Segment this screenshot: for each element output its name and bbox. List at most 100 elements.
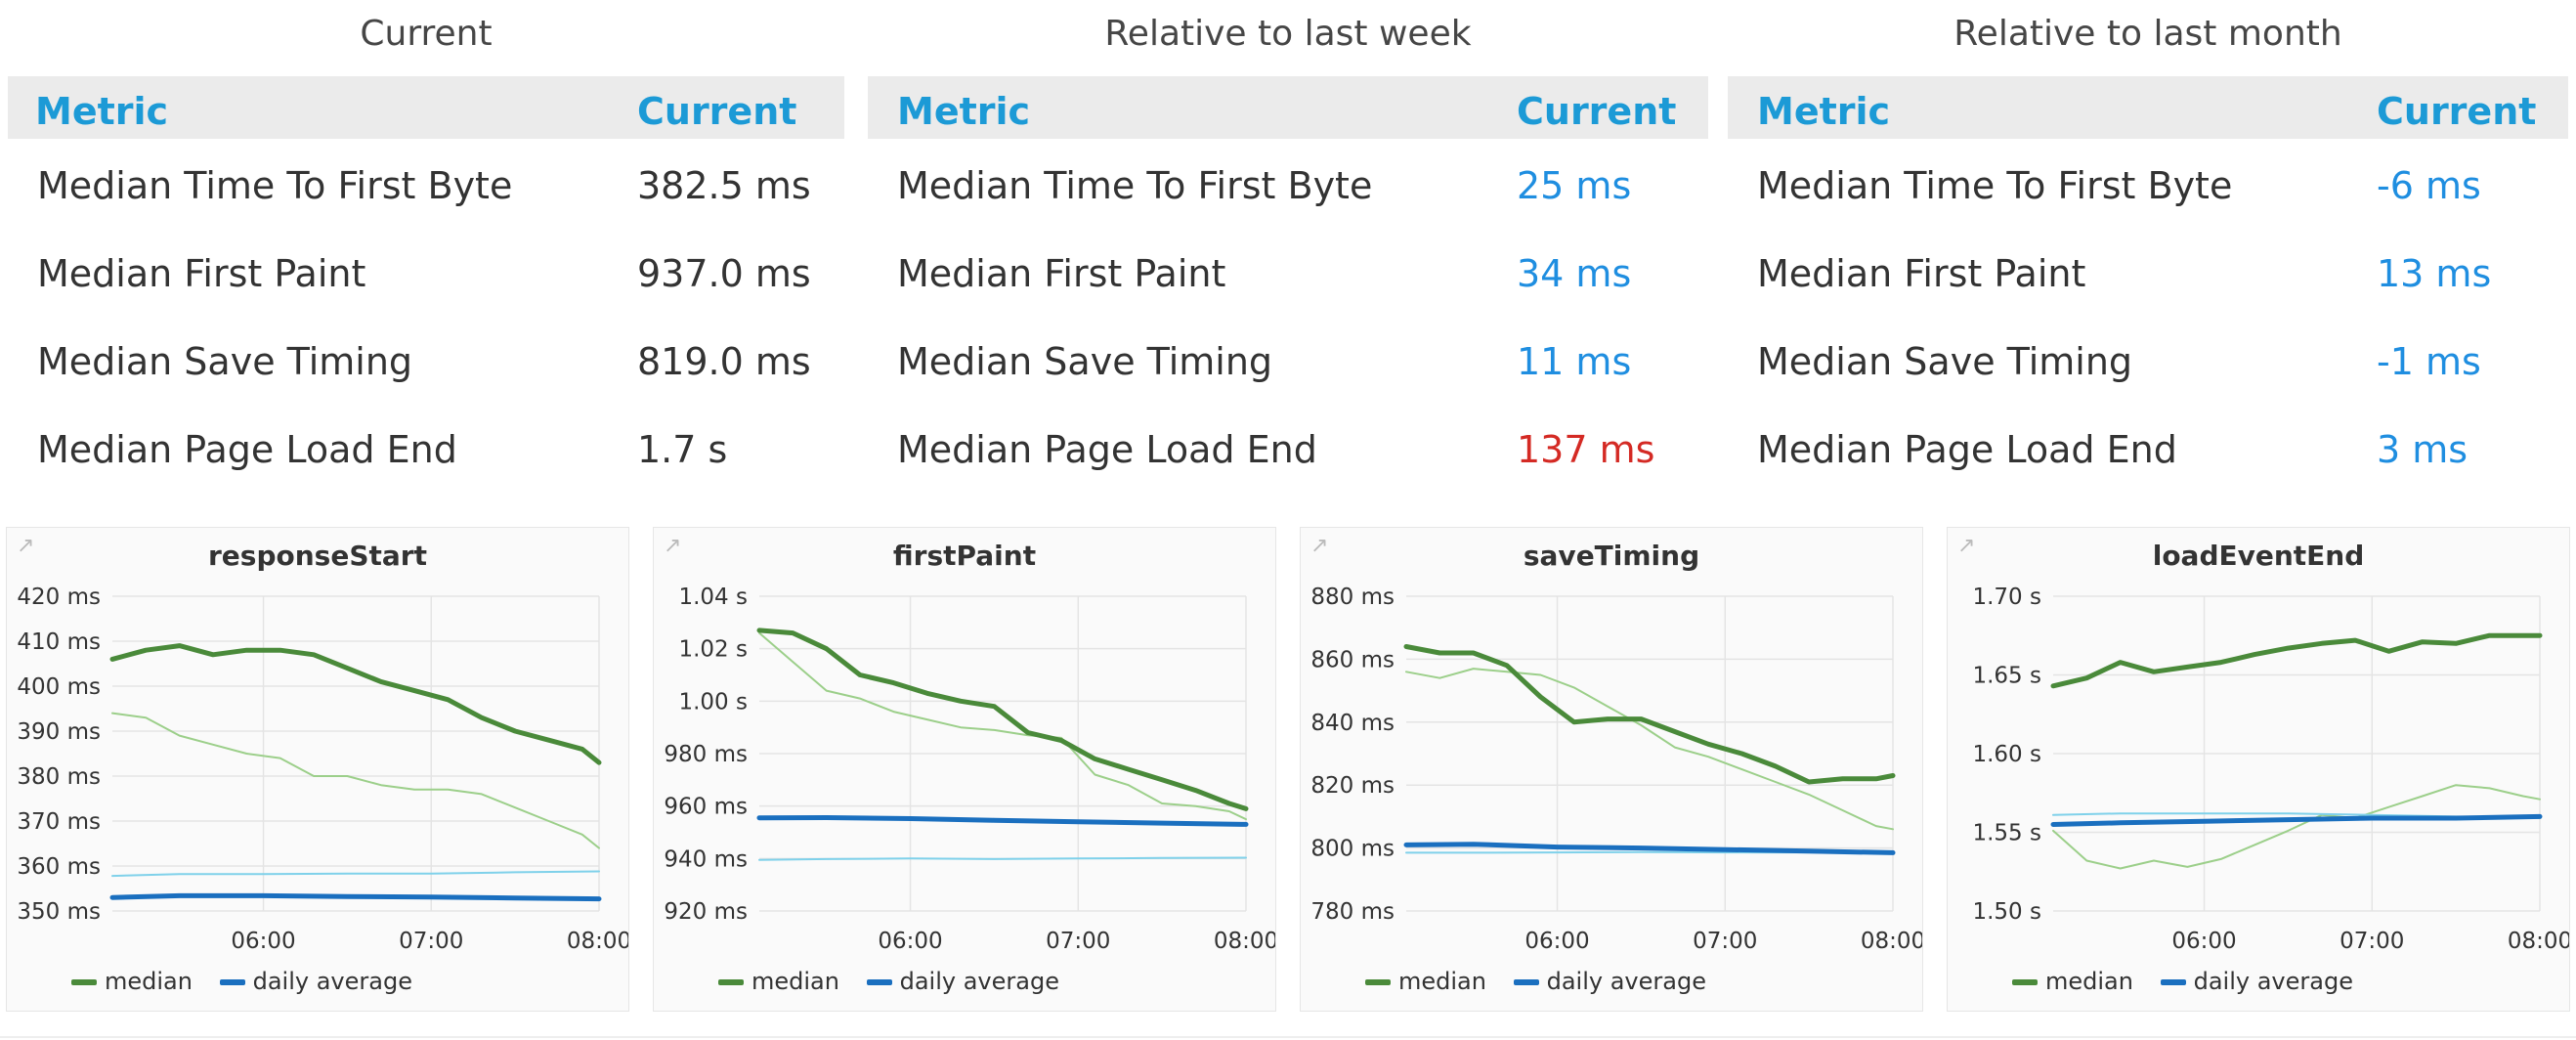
y-tick-label: 1.04 s: [678, 585, 748, 610]
y-tick-label: 860 ms: [1310, 647, 1395, 672]
chart-legend: median daily average: [718, 968, 1079, 997]
legend-median[interactable]: median: [2012, 968, 2133, 995]
metric-column-header[interactable]: Metric: [1757, 90, 1891, 133]
legend-daily-average[interactable]: daily average: [1513, 968, 1706, 995]
daily-average-light-line[interactable]: [758, 856, 1247, 861]
metric-value: 34 ms: [1517, 252, 1632, 295]
daily-average-swatch: [1513, 979, 1539, 985]
legend-median[interactable]: median: [718, 968, 839, 995]
table-title: Relative to last week: [1104, 14, 1472, 54]
chart-title: loadEventEnd: [2152, 540, 2365, 572]
table-title: Relative to last month: [1953, 14, 2342, 54]
chart-title: responseStart: [208, 540, 427, 572]
metric-value: 25 ms: [1517, 164, 1632, 207]
legend-label: median: [2045, 968, 2133, 995]
table-row: Median Page Load End 1.7 s: [8, 411, 844, 498]
y-tick-label: 410 ms: [17, 629, 101, 655]
y-tick-label: 920 ms: [664, 899, 748, 925]
y-tick-label: 360 ms: [17, 854, 101, 880]
legend-label: daily average: [252, 968, 412, 995]
metric-name: Median Page Load End: [1757, 428, 2177, 471]
metric-name: Median Time To First Byte: [897, 164, 1373, 207]
median-light-line[interactable]: [758, 631, 1247, 821]
table-row: Median Time To First Byte 382.5 ms: [8, 147, 844, 235]
legend-daily-average[interactable]: daily average: [219, 968, 412, 995]
chart-legend: median daily average: [1365, 968, 1726, 997]
median-line[interactable]: [109, 643, 602, 765]
metric-value: 819.0 ms: [637, 340, 811, 383]
metric-column-header[interactable]: Metric: [35, 90, 169, 133]
chart-panel-firstpaint: ↗ firstPaint 1.04 s 1.02 s 1.00 s 980 ms 960…: [653, 527, 1276, 1012]
legend-median[interactable]: median: [71, 968, 193, 995]
table-row: Median Time To First Byte 25 ms: [868, 147, 1708, 235]
chart-plot[interactable]: 880 ms 860 ms 840 ms 820 ms 800 ms 780 ms 06:0…: [1301, 528, 1922, 1011]
relative-month-table: Relative to last month Metric Current Me…: [1728, 0, 2568, 508]
y-tick-label: 940 ms: [664, 846, 748, 872]
median-light-line[interactable]: [1405, 668, 1894, 831]
legend-daily-average[interactable]: daily average: [866, 968, 1059, 995]
daily-average-swatch: [866, 979, 892, 985]
daily-average-line[interactable]: [1403, 842, 1896, 855]
median-line[interactable]: [1403, 644, 1896, 785]
x-tick-label: 06:00: [1524, 929, 1589, 954]
x-tick-label: 07:00: [399, 929, 463, 954]
table-row: Median First Paint 13 ms: [1728, 235, 2568, 323]
table-row: Median First Paint 937.0 ms: [8, 235, 844, 323]
daily-average-light-line[interactable]: [111, 870, 600, 878]
daily-average-line[interactable]: [2050, 813, 2543, 827]
table-row: Median Page Load End 137 ms: [868, 411, 1708, 498]
daily-average-line[interactable]: [756, 815, 1249, 827]
y-tick-label: 420 ms: [17, 585, 101, 610]
y-tick-label: 820 ms: [1310, 773, 1395, 799]
external-link-icon[interactable]: ↗: [664, 534, 682, 558]
current-column-header[interactable]: Current: [637, 90, 797, 133]
x-tick-label: 08:00: [1861, 929, 1922, 954]
chart-plot[interactable]: 1.70 s 1.65 s 1.60 s 1.55 s 1.50 s 06:00 07:00…: [1948, 528, 2569, 1011]
y-tick-label: 1.50 s: [1972, 899, 2041, 925]
metric-value: -6 ms: [2377, 164, 2481, 207]
legend-median[interactable]: median: [1365, 968, 1486, 995]
table-title: Current: [360, 14, 493, 54]
chart-legend: median daily average: [71, 968, 432, 997]
current-column-header[interactable]: Current: [1517, 90, 1677, 133]
metric-value: 11 ms: [1517, 340, 1632, 383]
table-header: Metric Current: [8, 76, 844, 139]
daily-average-swatch: [219, 979, 245, 985]
legend-label: daily average: [2193, 968, 2353, 995]
legend-label: median: [751, 968, 839, 995]
daily-average-swatch: [2160, 979, 2186, 985]
metric-value: 137 ms: [1517, 428, 1655, 471]
legend-daily-average[interactable]: daily average: [2160, 968, 2353, 995]
daily-average-line[interactable]: [109, 892, 602, 902]
y-tick-label: 1.60 s: [1972, 742, 2041, 767]
y-tick-label: 390 ms: [17, 719, 101, 745]
y-tick-label: 840 ms: [1310, 711, 1395, 736]
median-light-line[interactable]: [2052, 784, 2541, 870]
external-link-icon[interactable]: ↗: [17, 534, 35, 558]
chart-legend: median daily average: [2012, 968, 2373, 997]
metric-name: Median First Paint: [37, 252, 366, 295]
median-swatch: [1365, 979, 1391, 985]
median-swatch: [71, 979, 97, 985]
legend-label: median: [105, 968, 193, 995]
y-tick-label: 1.00 s: [678, 689, 748, 715]
summary-tables: Current Metric Current Median Time To Fi…: [8, 0, 2568, 508]
metric-column-header[interactable]: Metric: [897, 90, 1031, 133]
y-tick-label: 380 ms: [17, 764, 101, 790]
external-link-icon[interactable]: ↗: [1310, 534, 1329, 558]
chart-plot[interactable]: 420 ms 410 ms 400 ms 390 ms 380 ms 370 ms 360 …: [7, 528, 628, 1011]
y-tick-label: 960 ms: [664, 795, 748, 820]
median-line[interactable]: [2050, 632, 2543, 689]
metric-name: Median Time To First Byte: [37, 164, 513, 207]
median-line[interactable]: [756, 628, 1249, 811]
external-link-icon[interactable]: ↗: [1957, 534, 1976, 558]
chart-plot[interactable]: 1.04 s 1.02 s 1.00 s 980 ms 960 ms 940 ms 920 …: [654, 528, 1275, 1011]
current-column-header[interactable]: Current: [2377, 90, 2537, 133]
x-tick-label: 07:00: [1046, 929, 1110, 954]
chart-title: saveTiming: [1523, 540, 1700, 572]
y-tick-label: 1.65 s: [1972, 664, 2041, 689]
y-tick-label: 370 ms: [17, 809, 101, 835]
metric-value: -1 ms: [2377, 340, 2481, 383]
median-light-line[interactable]: [111, 712, 600, 849]
metric-name: Median Page Load End: [897, 428, 1317, 471]
